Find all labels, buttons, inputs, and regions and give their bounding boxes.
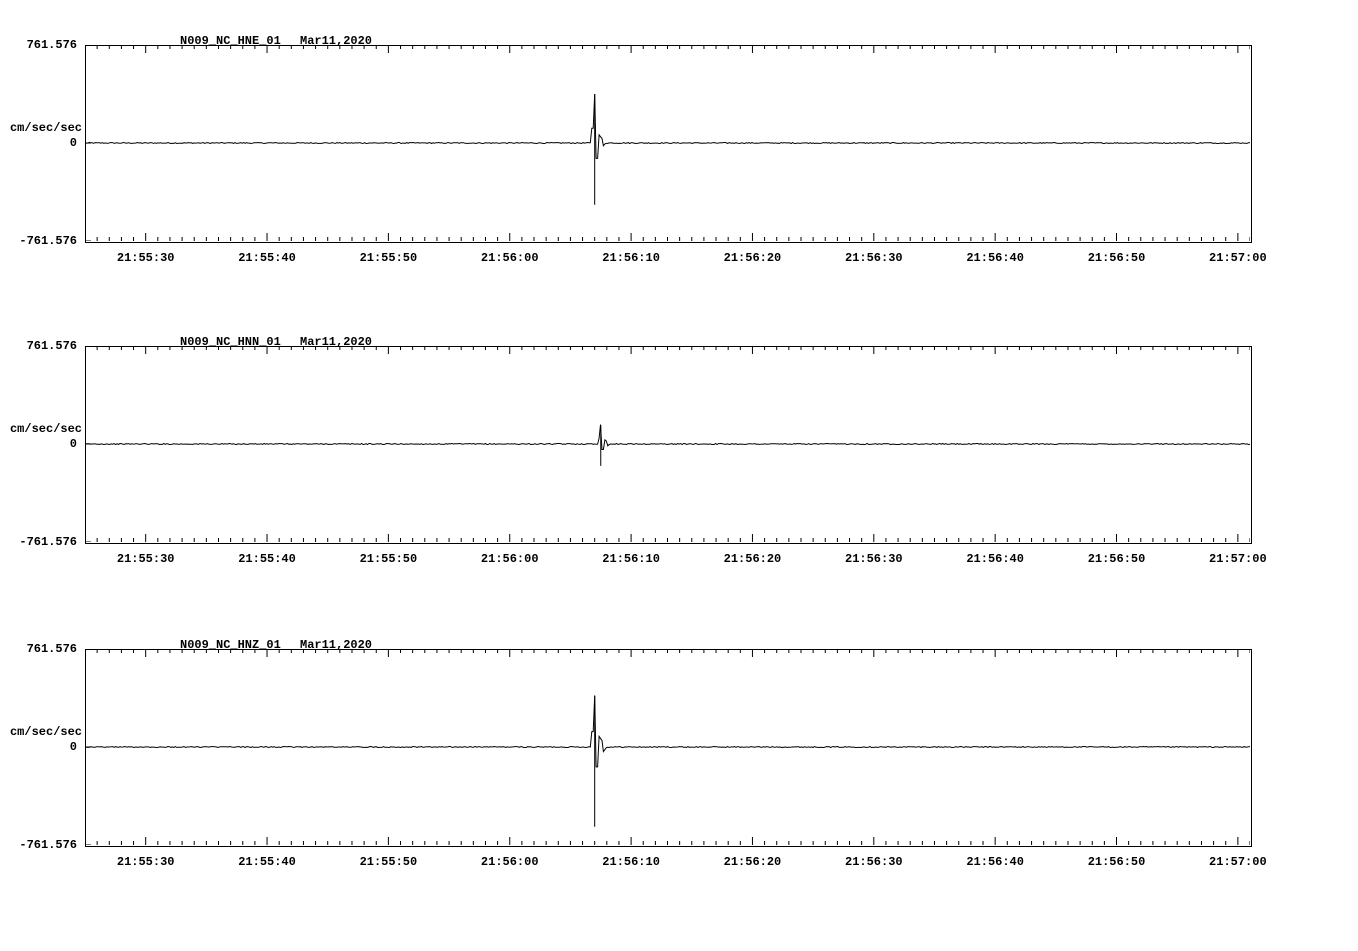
x-tick-label: 21:56:40	[966, 552, 1024, 566]
x-tick-label: 21:55:40	[238, 251, 296, 265]
plot-svg	[85, 45, 1250, 241]
x-tick-label: 21:57:00	[1209, 552, 1267, 566]
waveform-panel: N009_NC_HNN_01Mar11,2020-761.5760761.576…	[0, 346, 1358, 648]
x-tick-label: 21:55:30	[117, 552, 175, 566]
x-tick-label: 21:56:50	[1088, 552, 1146, 566]
x-tick-label: 21:56:20	[724, 251, 782, 265]
y-axis-label: cm/sec/sec	[7, 725, 82, 739]
waveform-trace	[85, 425, 1250, 450]
waveform-trace	[85, 94, 1250, 158]
y-tick-label: -761.576	[7, 838, 77, 852]
x-tick-label: 21:56:00	[481, 552, 539, 566]
plot-svg	[85, 346, 1250, 542]
plot-svg	[85, 649, 1250, 845]
x-tick-label: 21:56:10	[602, 855, 660, 869]
x-tick-label: 21:56:10	[602, 251, 660, 265]
x-tick-label: 21:56:50	[1088, 251, 1146, 265]
y-axis-label: cm/sec/sec	[7, 422, 82, 436]
y-tick-label: 761.576	[7, 642, 77, 656]
x-tick-label: 21:55:50	[360, 251, 418, 265]
x-tick-label: 21:56:20	[724, 855, 782, 869]
x-tick-label: 21:55:30	[117, 855, 175, 869]
y-axis-label: cm/sec/sec	[7, 121, 82, 135]
y-tick-label: 761.576	[7, 339, 77, 353]
y-tick-label: -761.576	[7, 234, 77, 248]
x-tick-label: 21:55:30	[117, 251, 175, 265]
x-tick-label: 21:56:00	[481, 855, 539, 869]
x-tick-label: 21:56:40	[966, 855, 1024, 869]
x-tick-label: 21:56:30	[845, 855, 903, 869]
x-tick-label: 21:56:00	[481, 251, 539, 265]
y-tick-label: 761.576	[7, 38, 77, 52]
x-tick-label: 21:56:30	[845, 251, 903, 265]
y-tick-label: 0	[7, 136, 77, 150]
x-tick-label: 21:56:10	[602, 552, 660, 566]
x-tick-label: 21:57:00	[1209, 855, 1267, 869]
x-tick-label: 21:56:20	[724, 552, 782, 566]
waveform-panel: N009_NC_HNZ_01Mar11,2020-761.5760761.576…	[0, 649, 1358, 951]
x-tick-label: 21:56:30	[845, 552, 903, 566]
x-tick-label: 21:55:40	[238, 855, 296, 869]
x-tick-label: 21:55:40	[238, 552, 296, 566]
x-tick-label: 21:55:50	[360, 855, 418, 869]
y-tick-label: 0	[7, 437, 77, 451]
waveform-trace	[85, 696, 1250, 767]
x-tick-label: 21:57:00	[1209, 251, 1267, 265]
y-tick-label: -761.576	[7, 535, 77, 549]
y-tick-label: 0	[7, 740, 77, 754]
x-tick-label: 21:56:40	[966, 251, 1024, 265]
x-tick-label: 21:55:50	[360, 552, 418, 566]
x-tick-label: 21:56:50	[1088, 855, 1146, 869]
waveform-panel: N009_NC_HNE_01Mar11,2020-761.5760761.576…	[0, 45, 1358, 347]
